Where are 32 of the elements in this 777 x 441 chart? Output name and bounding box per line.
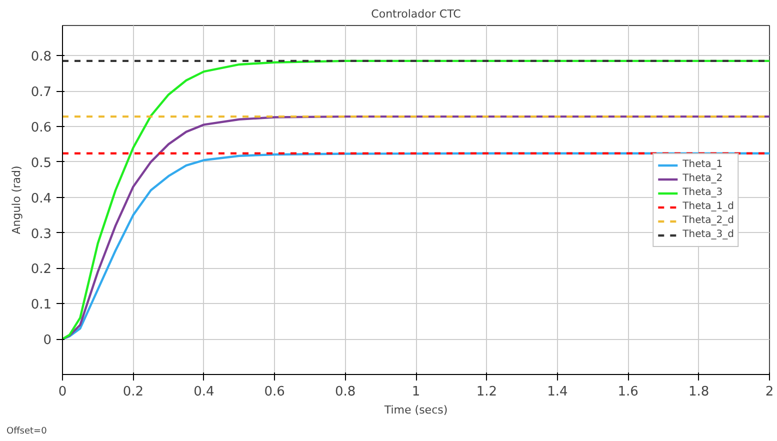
x-tick-label: 1.2 bbox=[476, 384, 498, 400]
y-tick-label: 0.2 bbox=[30, 262, 52, 278]
y-tick-label: 0.6 bbox=[30, 120, 52, 136]
y-tick-label: 0.1 bbox=[30, 298, 52, 313]
x-axis-title: Time (secs) bbox=[383, 404, 448, 416]
y-tick-label: 0.3 bbox=[30, 226, 52, 242]
legend-label: Theta_3_d bbox=[682, 228, 734, 240]
chart-title: Controlador CTC bbox=[371, 8, 462, 20]
legend-label: Theta_1 bbox=[682, 158, 723, 170]
x-tick-label: 0.6 bbox=[264, 384, 285, 400]
legend-label: Theta_2 bbox=[682, 172, 723, 184]
y-tick-label: 0.5 bbox=[30, 156, 52, 171]
y-tick-label: 0.7 bbox=[30, 85, 52, 100]
y-tick-label: 0 bbox=[43, 333, 52, 348]
x-tick-label: 1.4 bbox=[547, 384, 568, 400]
x-tick-label: 1.6 bbox=[618, 384, 638, 400]
y-tick-label: 0.4 bbox=[30, 191, 52, 206]
x-tick-label: 1.8 bbox=[688, 384, 710, 400]
x-tick-label: 0.2 bbox=[122, 384, 144, 400]
legend-label: Theta_3 bbox=[682, 186, 723, 198]
x-tick-label: 0.4 bbox=[194, 384, 214, 400]
y-axis-title: Angulo (rad) bbox=[10, 166, 23, 234]
x-tick-label: 0.8 bbox=[334, 384, 356, 400]
y-tick-label: 0.8 bbox=[30, 50, 52, 65]
x-tick-label: 1 bbox=[412, 384, 420, 400]
x-tick-label: 0 bbox=[58, 384, 67, 400]
text: Offset=0 bbox=[6, 426, 48, 436]
legend-label: Theta_2_d bbox=[682, 214, 734, 226]
x-tick-label: 2 bbox=[765, 384, 774, 400]
legend-label: Theta_1_d bbox=[682, 200, 734, 212]
line-series bbox=[62, 152, 770, 340]
line-series bbox=[62, 60, 770, 340]
